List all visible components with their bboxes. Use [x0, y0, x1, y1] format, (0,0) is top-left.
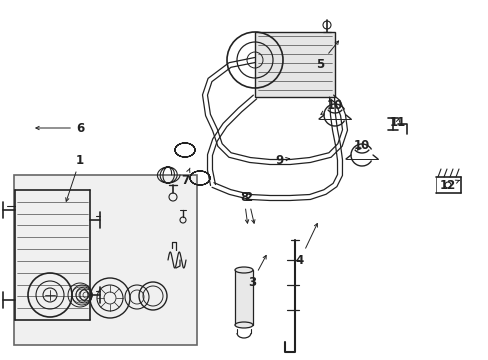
- Text: 9: 9: [275, 153, 289, 166]
- Text: 4: 4: [295, 224, 317, 266]
- Bar: [254, 32, 334, 97]
- Ellipse shape: [235, 267, 252, 273]
- Text: 7: 7: [181, 168, 189, 186]
- Text: 5: 5: [315, 41, 338, 71]
- Text: 2: 2: [244, 190, 254, 223]
- Text: 6: 6: [36, 122, 84, 135]
- Text: 8: 8: [240, 190, 248, 223]
- Text: 11: 11: [389, 116, 406, 129]
- Text: 10: 10: [353, 139, 369, 152]
- Text: 10: 10: [320, 99, 343, 114]
- Bar: [235, 270, 252, 325]
- Text: 12: 12: [439, 179, 458, 192]
- Text: 3: 3: [247, 255, 265, 288]
- Ellipse shape: [235, 322, 252, 328]
- Bar: [14, 175, 197, 345]
- Text: 1: 1: [65, 153, 84, 201]
